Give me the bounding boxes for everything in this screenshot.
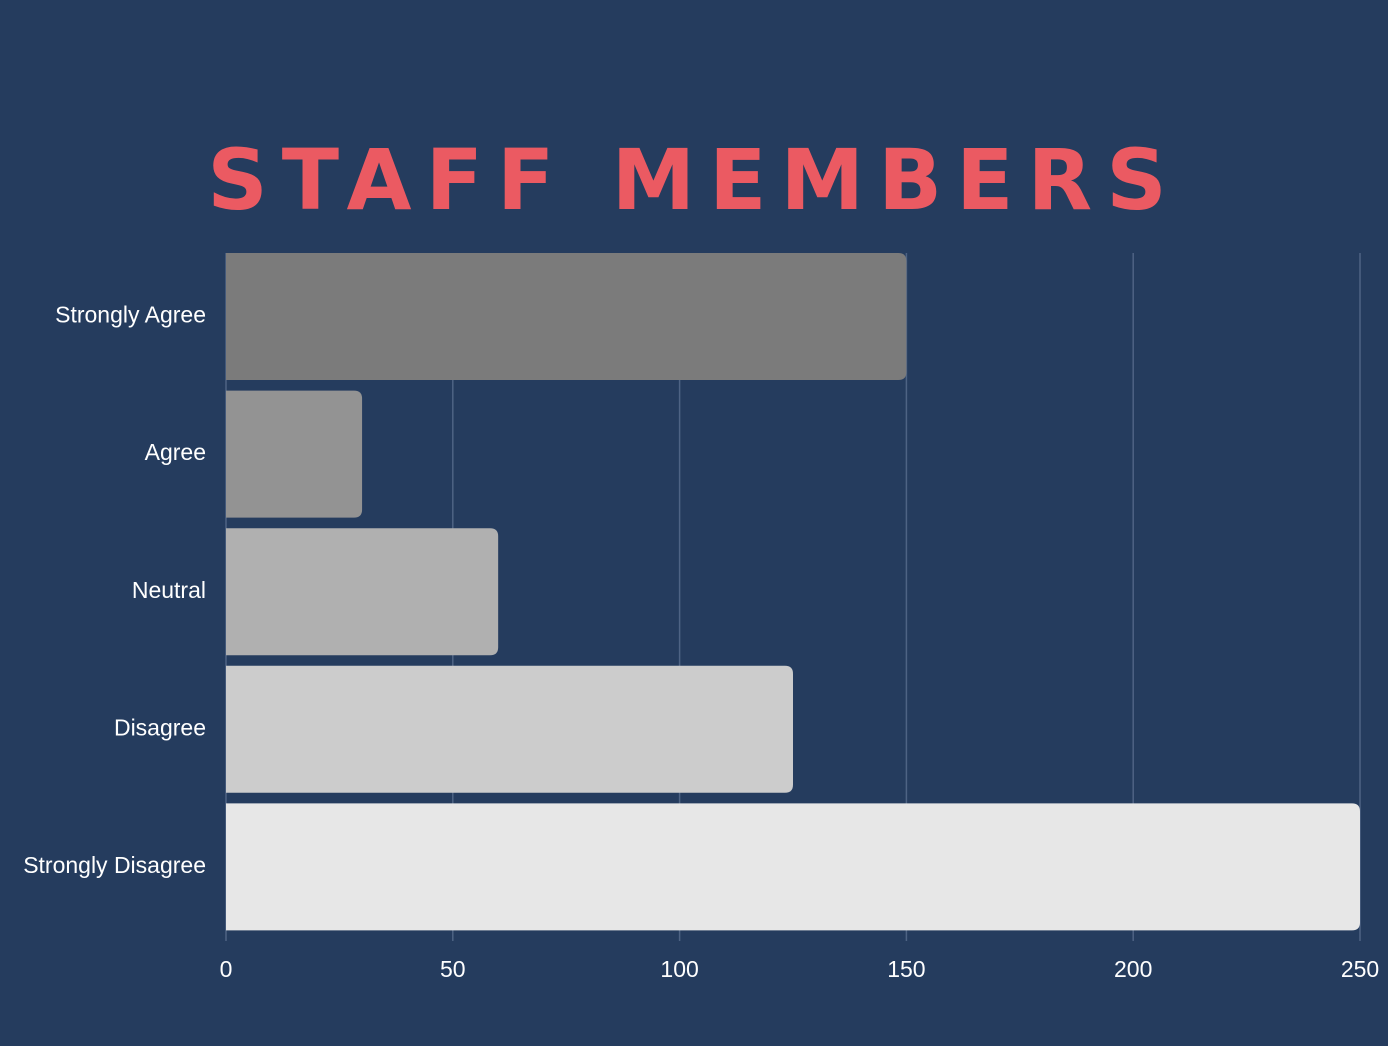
chart-title: STAFF MEMBERS <box>207 131 1181 229</box>
x-tick-label-150: 150 <box>887 956 925 982</box>
bars <box>226 253 1360 931</box>
bar-agree <box>226 390 363 518</box>
x-tick-labels: 0 50 100 150 200 250 <box>220 956 1380 982</box>
x-tick-label-50: 50 <box>440 956 466 982</box>
category-label-neutral: Neutral <box>132 577 206 603</box>
x-tick-label-100: 100 <box>660 956 698 982</box>
category-label-strongly-agree: Strongly Agree <box>55 302 206 328</box>
category-labels: Strongly Agree Agree Neutral Disagree Strong… <box>23 302 206 878</box>
x-tick-label-250: 250 <box>1341 956 1379 982</box>
bar-neutral <box>226 528 499 656</box>
category-label-disagree: Disagree <box>114 714 206 740</box>
bar-disagree <box>226 665 793 793</box>
bar-strongly-disagree <box>226 803 1360 931</box>
x-tick-label-200: 200 <box>1114 956 1152 982</box>
category-label-agree: Agree <box>145 439 206 465</box>
x-tick-label-0: 0 <box>220 956 233 982</box>
bar-strongly-agree <box>226 253 907 380</box>
category-label-strongly-disagree: Strongly Disagree <box>23 852 206 878</box>
